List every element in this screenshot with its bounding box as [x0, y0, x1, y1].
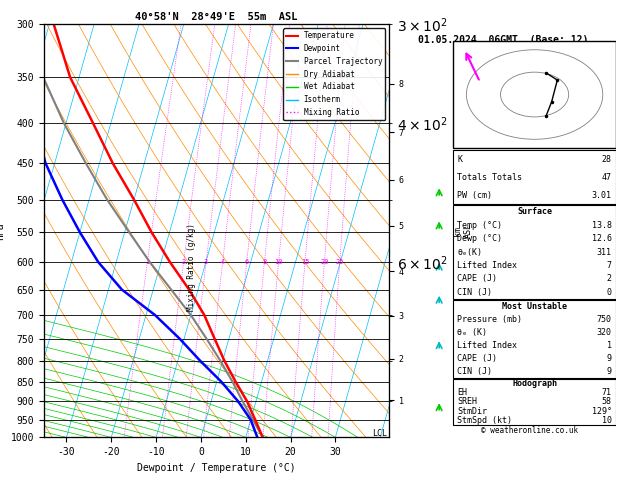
Text: 9: 9: [607, 354, 612, 363]
Text: 3: 3: [204, 259, 208, 265]
Text: Temp (°C): Temp (°C): [457, 221, 503, 230]
Text: StmSpd (kt): StmSpd (kt): [457, 416, 513, 425]
Text: 311: 311: [597, 248, 612, 257]
Text: 28: 28: [602, 155, 612, 164]
Text: 10: 10: [602, 416, 612, 425]
Text: Most Unstable: Most Unstable: [502, 302, 567, 311]
Text: 0: 0: [607, 288, 612, 297]
Text: 58: 58: [602, 398, 612, 406]
Text: θₑ(K): θₑ(K): [457, 248, 482, 257]
Text: CIN (J): CIN (J): [457, 288, 493, 297]
Text: © weatheronline.co.uk: © weatheronline.co.uk: [481, 426, 579, 435]
Legend: Temperature, Dewpoint, Parcel Trajectory, Dry Adiabat, Wet Adiabat, Isotherm, Mi: Temperature, Dewpoint, Parcel Trajectory…: [283, 28, 386, 120]
Text: 13.8: 13.8: [592, 221, 612, 230]
Text: 4: 4: [221, 259, 225, 265]
Text: 8: 8: [262, 259, 267, 265]
Text: 750: 750: [597, 315, 612, 324]
Text: 15: 15: [301, 259, 309, 265]
Text: 2: 2: [607, 275, 612, 283]
Text: EH: EH: [457, 388, 467, 397]
Text: 25: 25: [335, 259, 344, 265]
Text: 9: 9: [607, 366, 612, 376]
Text: Surface: Surface: [517, 208, 552, 216]
Text: CAPE (J): CAPE (J): [457, 275, 498, 283]
Y-axis label: km
ASL: km ASL: [453, 224, 472, 238]
Text: PW (cm): PW (cm): [457, 191, 493, 200]
Text: SREH: SREH: [457, 398, 477, 406]
Text: 47: 47: [602, 173, 612, 182]
Text: 7: 7: [607, 261, 612, 270]
Text: Hodograph: Hodograph: [512, 379, 557, 388]
Text: Pressure (mb): Pressure (mb): [457, 315, 522, 324]
Text: K: K: [457, 155, 462, 164]
Text: Totals Totals: Totals Totals: [457, 173, 522, 182]
Title: 40°58'N  28°49'E  55m  ASL: 40°58'N 28°49'E 55m ASL: [135, 12, 298, 22]
Text: 12.6: 12.6: [592, 234, 612, 243]
Text: CIN (J): CIN (J): [457, 366, 493, 376]
Text: Dewp (°C): Dewp (°C): [457, 234, 503, 243]
Text: 320: 320: [597, 328, 612, 337]
Text: 2: 2: [182, 259, 186, 265]
Text: 71: 71: [602, 388, 612, 397]
Text: CAPE (J): CAPE (J): [457, 354, 498, 363]
Y-axis label: hPa: hPa: [0, 222, 5, 240]
Text: 1: 1: [145, 259, 150, 265]
Text: StmDir: StmDir: [457, 407, 487, 416]
Text: 129°: 129°: [592, 407, 612, 416]
Text: kt: kt: [457, 45, 467, 54]
Text: θₑ (K): θₑ (K): [457, 328, 487, 337]
Text: 10: 10: [274, 259, 283, 265]
Text: Mixing Ratio (g/kg): Mixing Ratio (g/kg): [187, 224, 196, 311]
Text: Lifted Index: Lifted Index: [457, 341, 517, 350]
X-axis label: Dewpoint / Temperature (°C): Dewpoint / Temperature (°C): [137, 463, 296, 473]
Text: 1: 1: [607, 341, 612, 350]
Text: 01.05.2024  06GMT  (Base: 12): 01.05.2024 06GMT (Base: 12): [418, 35, 588, 45]
Text: 3.01: 3.01: [592, 191, 612, 200]
Text: LCL: LCL: [372, 430, 387, 438]
Text: 20: 20: [320, 259, 328, 265]
Text: 6: 6: [245, 259, 249, 265]
Text: Lifted Index: Lifted Index: [457, 261, 517, 270]
